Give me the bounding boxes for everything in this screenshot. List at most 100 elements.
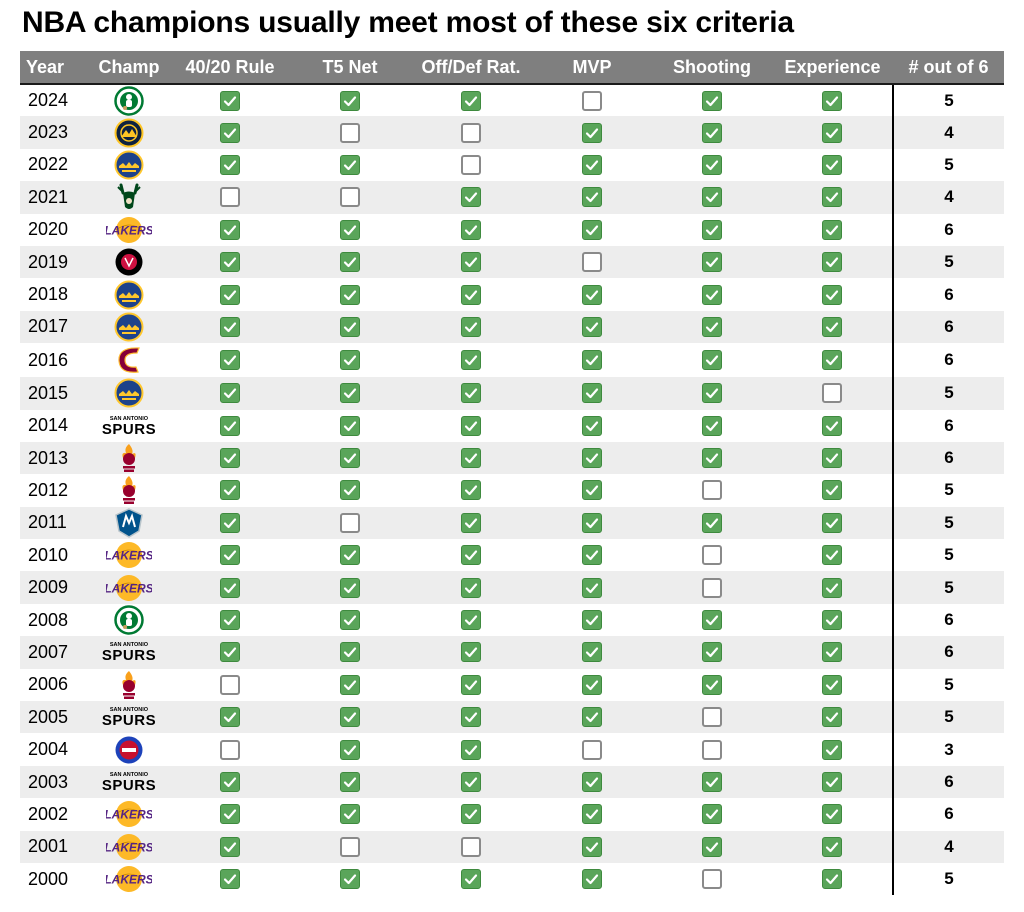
criterion-cell <box>410 701 532 733</box>
count-cell: 5 <box>892 148 1004 182</box>
criterion-cell <box>170 604 290 636</box>
champ-cell <box>88 84 170 116</box>
criterion-cell <box>170 343 290 377</box>
t5-net-checked-icon <box>340 480 360 501</box>
off-def-rat-unchecked-icon <box>461 122 481 143</box>
criterion-cell <box>170 831 290 863</box>
criterion-cell <box>772 863 893 895</box>
shooting-checked-icon <box>702 610 722 631</box>
shooting-checked-icon <box>702 350 722 371</box>
year-cell: 2017 <box>28 316 69 337</box>
criterion-cell <box>410 377 532 409</box>
champ-cell: LAKERS <box>88 539 170 571</box>
criterion-cell <box>410 311 532 343</box>
lakers-logo-icon: LAKERS <box>106 215 152 245</box>
criterion-cell <box>652 181 772 213</box>
experience-checked-icon <box>822 350 842 371</box>
header-row: Year Champ 40/20 Rule T5 Net Off/Def Rat… <box>20 51 1004 85</box>
shooting-unchecked-icon <box>702 545 722 566</box>
40-20-rule-checked-icon <box>220 642 240 663</box>
criterion-cell <box>170 766 290 798</box>
experience-checked-icon <box>822 739 842 760</box>
champ-cell: SAN ANTONIO SPURS <box>88 701 170 733</box>
shooting-unchecked-icon <box>702 577 722 598</box>
criterion-cell <box>772 442 893 474</box>
lakers-logo-icon: LAKERS <box>106 540 152 570</box>
criterion-cell <box>532 701 652 733</box>
criterion-cell <box>170 214 290 246</box>
off-def-rat-checked-icon <box>461 350 481 371</box>
mvp-checked-icon <box>582 350 602 371</box>
criterion-cell <box>772 669 893 701</box>
year-cell: 2020 <box>28 219 69 240</box>
shooting-checked-icon <box>702 90 722 111</box>
criterion-cell <box>290 84 410 116</box>
year-cell: 2024 <box>28 90 69 111</box>
header-40-20-rule: 40/20 Rule <box>170 51 290 85</box>
criterion-cell <box>170 539 290 571</box>
40-20-rule-checked-icon <box>220 707 240 728</box>
mvp-checked-icon <box>582 836 602 857</box>
experience-checked-icon <box>822 480 842 501</box>
criterion-cell <box>772 278 893 310</box>
header-off-def-rat: Off/Def Rat. <box>410 51 532 85</box>
table-row: 2005 SAN ANTONIO SPURS 5 <box>20 701 1004 734</box>
off-def-rat-checked-icon <box>461 383 481 404</box>
svg-text:LAKERS: LAKERS <box>106 223 152 237</box>
criterion-cell <box>532 798 652 830</box>
criterion-cell <box>652 539 772 571</box>
criterion-cell <box>532 863 652 895</box>
criterion-cell <box>290 442 410 474</box>
experience-checked-icon <box>822 90 842 111</box>
mvp-checked-icon <box>582 577 602 598</box>
header-shooting: Shooting <box>652 51 772 85</box>
table-row: 2008 6 <box>20 603 1004 637</box>
off-def-rat-checked-icon <box>461 707 481 728</box>
svg-text:LAKERS: LAKERS <box>106 840 152 854</box>
count-cell: 4 <box>892 830 1004 863</box>
year-cell: 2002 <box>28 803 69 824</box>
criterion-cell <box>410 669 532 701</box>
off-def-rat-checked-icon <box>461 674 481 695</box>
count-cell: 5 <box>892 84 1004 117</box>
criterion-cell <box>170 474 290 506</box>
mvp-checked-icon <box>582 154 602 175</box>
table-row: 2009 LAKERS 5 <box>20 571 1004 604</box>
count-cell: 5 <box>892 506 1004 540</box>
mvp-checked-icon <box>582 415 602 436</box>
mvp-checked-icon <box>582 642 602 663</box>
count-cell: 4 <box>892 181 1004 214</box>
criterion-cell <box>290 701 410 733</box>
count-cell: 6 <box>892 310 1004 344</box>
40-20-rule-checked-icon <box>220 252 240 273</box>
40-20-rule-checked-icon <box>220 415 240 436</box>
heat-logo-icon <box>112 442 146 474</box>
count-cell: 5 <box>892 701 1004 734</box>
criterion-cell <box>410 116 532 148</box>
t5-net-checked-icon <box>340 90 360 111</box>
table-body: 2024 5 2023 4 2022 5 2021 4 2020 LAKERS 6 2019 5 2018… <box>20 84 1004 896</box>
mvp-checked-icon <box>582 219 602 240</box>
criterion-cell <box>772 571 893 603</box>
criterion-cell <box>652 84 772 116</box>
mvp-checked-icon <box>582 545 602 566</box>
criterion-cell <box>532 149 652 181</box>
off-def-rat-checked-icon <box>461 577 481 598</box>
40-20-rule-checked-icon <box>220 448 240 469</box>
criterion-cell <box>772 604 893 636</box>
mvp-unchecked-icon <box>582 739 602 760</box>
experience-checked-icon <box>822 415 842 436</box>
count-cell: 5 <box>892 377 1004 410</box>
criterion-cell <box>532 181 652 213</box>
shooting-checked-icon <box>702 252 722 273</box>
lakers-logo-icon: LAKERS <box>106 864 152 894</box>
criterion-cell <box>532 604 652 636</box>
t5-net-checked-icon <box>340 545 360 566</box>
table-row: 2010 LAKERS 5 <box>20 539 1004 572</box>
criterion-cell <box>652 571 772 603</box>
t5-net-checked-icon <box>340 674 360 695</box>
40-20-rule-unchecked-icon <box>220 739 240 760</box>
40-20-rule-checked-icon <box>220 219 240 240</box>
year-cell: 2005 <box>28 706 69 727</box>
criterion-cell <box>652 377 772 409</box>
